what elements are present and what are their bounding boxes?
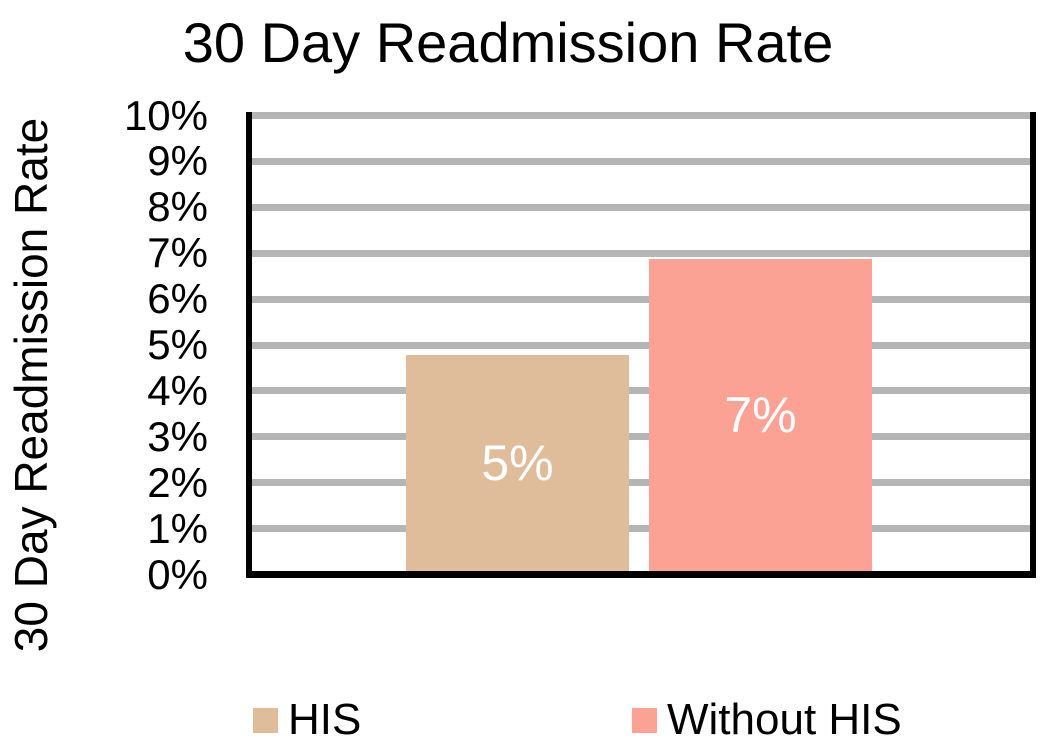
legend-item-without-his: Without HIS (632, 698, 902, 742)
y-tick-label: 4% (147, 366, 208, 414)
bar-his: 5% (406, 355, 629, 571)
y-tick-label: 9% (147, 137, 208, 185)
y-tick-label: 1% (147, 504, 208, 552)
gridline (252, 249, 1030, 257)
y-tick-label: 10% (123, 91, 208, 139)
y-tick-label: 8% (147, 183, 208, 231)
legend: HIS Without HIS (0, 698, 1044, 742)
bar-without-his: 7% (649, 258, 872, 571)
bar-data-label: 5% (481, 435, 554, 492)
legend-item-his: HIS (253, 698, 361, 742)
gridline (252, 479, 1030, 487)
y-tick-label: 5% (147, 321, 208, 368)
gridline (252, 525, 1030, 533)
legend-label: Without HIS (667, 695, 902, 744)
plot-area: 5% 7% (246, 112, 1036, 578)
chart-title: 30 Day Readmission Rate (182, 11, 834, 74)
gridline (252, 295, 1030, 303)
legend-swatch (632, 707, 657, 733)
gridline (252, 387, 1030, 395)
bar-data-label: 7% (724, 386, 797, 443)
legend-label: HIS (288, 695, 362, 744)
y-tick-label: 7% (147, 229, 208, 277)
gridline (252, 341, 1030, 349)
y-tick-label: 0% (147, 550, 208, 598)
y-tick-label: 6% (147, 275, 208, 323)
y-tick-label: 3% (147, 412, 208, 460)
gridline (252, 433, 1030, 441)
gridline (252, 157, 1030, 165)
y-tick-label: 2% (147, 458, 208, 506)
y-axis-tick-labels: 10% 9% 8% 7% 6% 5% 4% 3% 2% 1% 0% (0, 94, 208, 595)
gridline (252, 112, 1030, 119)
gridline (252, 203, 1030, 211)
legend-swatch (253, 707, 278, 733)
